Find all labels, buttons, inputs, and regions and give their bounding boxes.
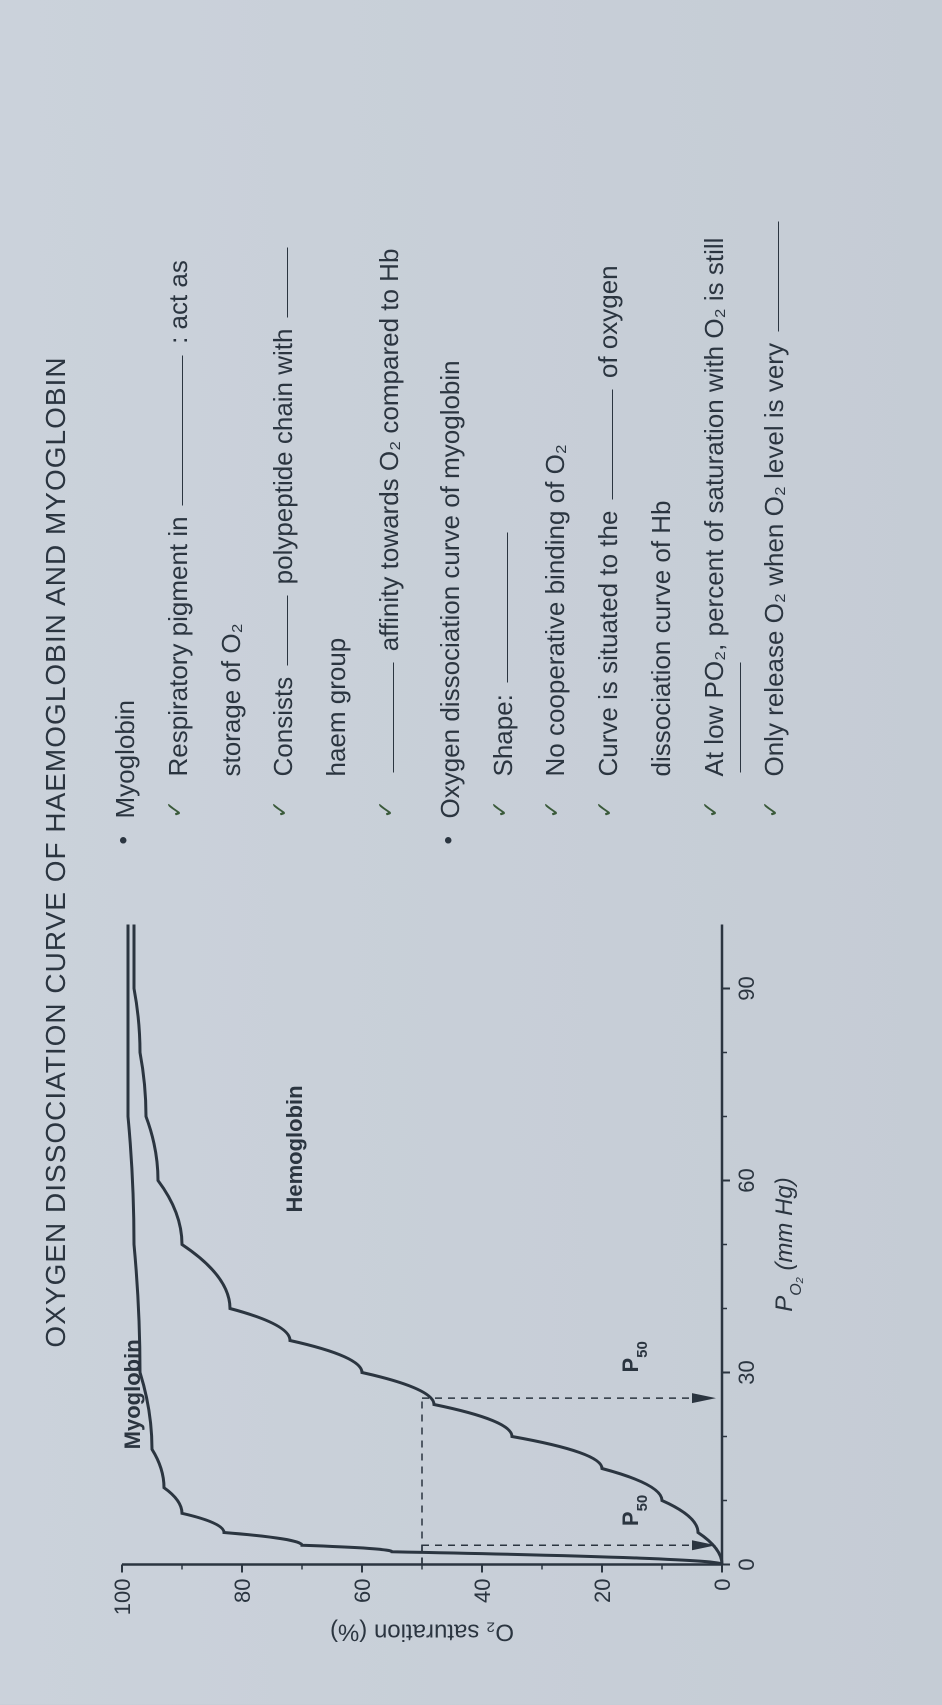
check-icon: ✓ (532, 777, 579, 819)
blank-field[interactable] (182, 355, 183, 505)
list-item: ✓ Only release O₂ when O₂ level is very (751, 40, 798, 819)
svg-text:Hemoglobin: Hemoglobin (282, 1085, 307, 1212)
svg-text:20: 20 (590, 1579, 615, 1603)
item-text: affinity towards O₂ compared to Hb (366, 249, 413, 777)
spacer (744, 777, 745, 819)
check-icon: ✓ (260, 777, 307, 819)
dissociation-chart: 0 20 40 60 80 100 0 30 60 90 O₂ saturation (%) PO₂ … (102, 885, 822, 1665)
item-text: storage of O₂ (208, 623, 255, 776)
item-text: At low PO₂, percent of saturation with O… (691, 238, 738, 777)
svg-text:80: 80 (230, 1579, 255, 1603)
svg-text:60: 60 (734, 1168, 759, 1192)
list-item: ✓ Shape: (480, 40, 527, 819)
check-icon: ✓ (751, 777, 798, 819)
item-text: No cooperative binding of O₂ (532, 444, 579, 776)
bullet-icon: • (102, 819, 149, 845)
list-item: ✓ Respiratory pigment in : act as (155, 40, 202, 819)
section1-items: ✓ Respiratory pigment in : act as storag… (155, 40, 413, 845)
svg-text:30: 30 (734, 1360, 759, 1384)
text-fragment: : act as (163, 260, 193, 351)
svg-text:60: 60 (350, 1579, 375, 1603)
blank-field[interactable] (287, 247, 288, 317)
list-item: ✓ At low PO₂, percent of saturation with… (691, 40, 738, 819)
text-fragment: affinity towards O₂ compared to Hb (374, 249, 404, 659)
blank-field[interactable] (740, 663, 741, 773)
blank-field[interactable] (507, 533, 508, 683)
section2-title: Oxygen dissociation curve of myoglobin (427, 360, 474, 818)
check-icon: ✓ (585, 777, 632, 819)
text-fragment: Consists (268, 670, 298, 777)
svg-text:100: 100 (110, 1579, 135, 1616)
list-item: ✓ Curve is situated to the of oxygen (585, 40, 632, 819)
text-fragment: Shape: (488, 687, 518, 777)
list-item (744, 40, 745, 819)
list-item: dissociation curve of Hb (638, 40, 685, 819)
check-icon: ✓ (480, 777, 527, 819)
check-icon: ✓ (691, 777, 738, 819)
content-row: 0 20 40 60 80 100 0 30 60 90 O₂ saturation (%) PO₂ … (102, 40, 822, 1665)
bullet-curve: • Oxygen dissociation curve of myoglobin (427, 40, 474, 845)
blank-field[interactable] (393, 663, 394, 773)
blank-field[interactable] (778, 222, 779, 332)
bullet-myoglobin: • Myoglobin (102, 40, 149, 845)
page-title: OXYGEN DISSOCIATION CURVE OF HAEMOGLOBIN… (40, 40, 72, 1665)
item-text: Consists polypeptide chain with (260, 243, 307, 776)
text-fragment: Respiratory pigment in (163, 509, 193, 776)
svg-text:P50: P50 (618, 1341, 651, 1372)
item-text: Only release O₂ when O₂ level is very (751, 218, 798, 777)
list-item: ✓ No cooperative binding of O₂ (532, 40, 579, 819)
svg-text:40: 40 (470, 1579, 495, 1603)
svg-text:0: 0 (734, 1558, 759, 1570)
item-text: dissociation curve of Hb (638, 500, 685, 776)
check-icon: ✓ (366, 777, 413, 819)
svg-text:Myoglobin: Myoglobin (120, 1339, 145, 1449)
list-item: haem group (313, 40, 360, 819)
list-item: ✓ affinity towards O₂ compared to Hb (366, 40, 413, 819)
text-fragment: of oxygen (593, 265, 623, 385)
spacer (208, 777, 255, 819)
blank-field[interactable] (287, 596, 288, 666)
svg-text:90: 90 (734, 976, 759, 1000)
chart-svg: 0 20 40 60 80 100 0 30 60 90 O₂ saturation (%) PO₂ … (102, 885, 822, 1665)
check-icon: ✓ (155, 777, 202, 819)
item-text: Respiratory pigment in : act as (155, 260, 202, 776)
svg-text:O₂ saturation (%): O₂ saturation (%) (330, 1619, 514, 1646)
text-fragment: Only release O₂ when O₂ level is very (759, 336, 789, 777)
document-page: OXYGEN DISSOCIATION CURVE OF HAEMOGLOBIN… (0, 0, 942, 1705)
section2-items: ✓ Shape: ✓ No cooperative binding of O₂ … (480, 40, 798, 845)
svg-text:0: 0 (710, 1579, 735, 1591)
item-text: Curve is situated to the of oxygen (585, 265, 632, 776)
list-item: ✓ Consists polypeptide chain with (260, 40, 307, 819)
blank-field[interactable] (612, 389, 613, 499)
item-text: haem group (313, 638, 360, 777)
bullet-icon: • (427, 819, 474, 845)
svg-text:PO₂ (mm Hg): PO₂ (mm Hg) (771, 1177, 805, 1312)
list-item: storage of O₂ (208, 40, 255, 819)
notes-column: • Myoglobin ✓ Respiratory pigment in : a… (102, 40, 822, 845)
text-fragment: Curve is situated to the (593, 503, 623, 776)
text-fragment: polypeptide chain with (268, 321, 298, 591)
section1-title: Myoglobin (102, 700, 149, 819)
svg-text:P50: P50 (618, 1495, 651, 1526)
spacer (313, 777, 360, 819)
spacer (638, 777, 685, 819)
item-text: Shape: (480, 529, 527, 777)
